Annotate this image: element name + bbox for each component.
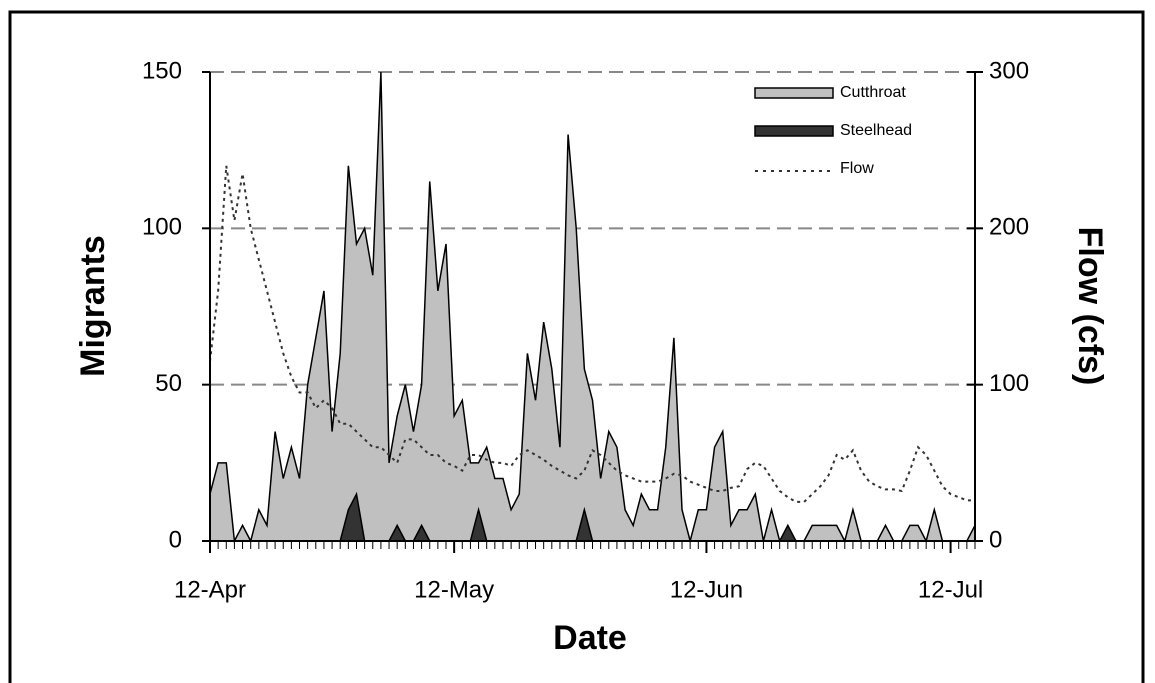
y2-tick-label: 0 — [989, 526, 1002, 553]
legend-label: Steelhead — [840, 122, 912, 139]
x-tick-label: 12-Jun — [670, 576, 743, 603]
y-tick-label: 50 — [155, 370, 182, 397]
y-axis-title: Migrants — [74, 235, 112, 377]
area-series — [209, 71, 976, 544]
y2-axis-title: Flow (cfs) — [1071, 227, 1109, 386]
x-axis-title: Date — [553, 619, 627, 657]
legend-label: Cutthroat — [840, 84, 906, 101]
y2-tick-label: 300 — [989, 57, 1029, 84]
y-tick-label: 150 — [142, 57, 182, 84]
frame — [8, 10, 1145, 683]
legend-swatch — [754, 87, 834, 99]
y-tick-label: 0 — [169, 526, 182, 553]
line-series — [209, 165, 975, 503]
legend-label: Flow — [840, 160, 874, 177]
legend-swatch — [754, 125, 834, 137]
y-tick-label: 100 — [142, 214, 182, 241]
x-tick-label: 12-Apr — [174, 576, 246, 603]
x-tick-label: 12-May — [414, 576, 494, 603]
x-tick-label: 12-Jul — [918, 576, 983, 603]
y2-tick-label: 100 — [989, 370, 1029, 397]
y2-tick-label: 200 — [989, 214, 1029, 241]
